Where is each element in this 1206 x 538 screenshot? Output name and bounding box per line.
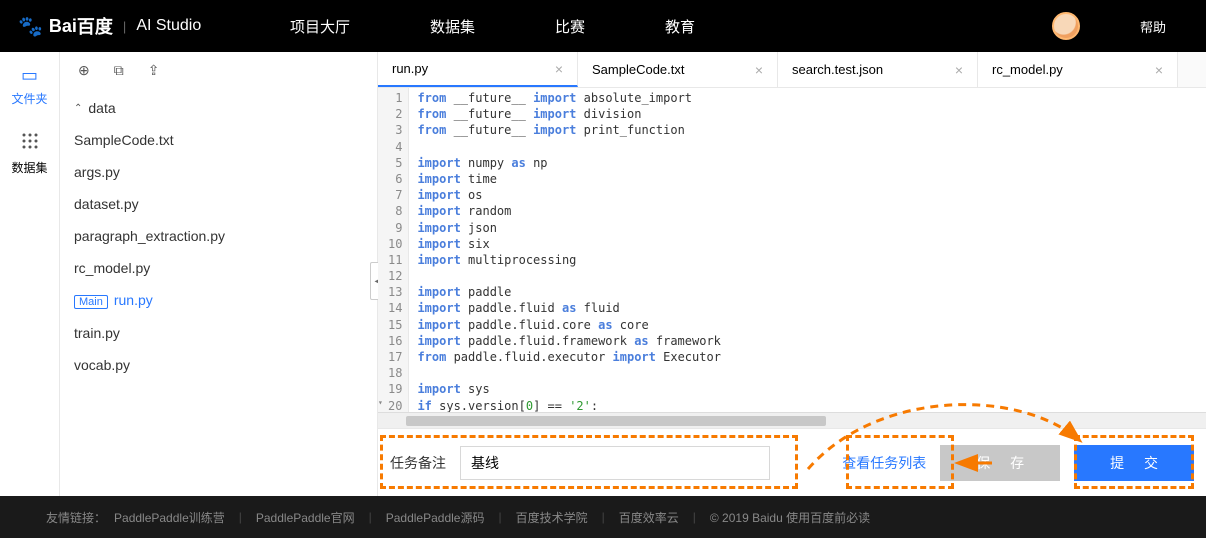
- submit-button[interactable]: 提 交: [1074, 445, 1194, 481]
- file-tree: ⌃ data SampleCode.txt args.py dataset.py…: [60, 88, 377, 381]
- nav-compete[interactable]: 比赛: [555, 16, 585, 37]
- tree-file-rcmodel[interactable]: rc_model.py: [60, 252, 377, 284]
- tree-file-run-label: run.py: [114, 292, 153, 308]
- tab-search-label: search.test.json: [792, 62, 883, 77]
- chevron-icon: ⌃: [74, 103, 82, 114]
- tree-file-args[interactable]: args.py: [60, 156, 377, 188]
- close-icon[interactable]: ×: [555, 61, 563, 77]
- top-right: 帮助: [1052, 12, 1206, 40]
- tab-sample[interactable]: SampleCode.txt ×: [578, 52, 778, 87]
- avatar[interactable]: [1052, 12, 1080, 40]
- code-content[interactable]: from __future__ import absolute_importfr…: [409, 88, 728, 412]
- new-folder-icon[interactable]: ⧉: [114, 62, 124, 79]
- footer-eff[interactable]: 百度效率云: [619, 509, 679, 526]
- footer-camp[interactable]: PaddlePaddle训练营: [114, 509, 225, 526]
- logo-baidu: 百度: [77, 13, 113, 39]
- footer: 友情链接： PaddlePaddle训练营| PaddlePaddle官网| P…: [0, 496, 1206, 538]
- view-tasks-link[interactable]: 查看任务列表: [842, 453, 926, 473]
- dataset-icon: [21, 132, 39, 155]
- tree-file-run[interactable]: Main run.py: [60, 284, 377, 317]
- tab-rcmodel[interactable]: rc_model.py ×: [978, 52, 1178, 87]
- tree-file-train[interactable]: train.py: [60, 317, 377, 349]
- upload-icon[interactable]: ⇪: [148, 62, 160, 79]
- footer-tech[interactable]: 百度技术学院: [516, 509, 588, 526]
- code-editor[interactable]: 123456789101112131415161718192021222324 …: [378, 88, 1206, 412]
- footer-copyright: © 2019 Baidu 使用百度前必读: [710, 509, 870, 526]
- folder-icon: ▭: [21, 65, 38, 86]
- tab-run-label: run.py: [392, 61, 428, 76]
- footer-official[interactable]: PaddlePaddle官网: [256, 509, 355, 526]
- close-icon[interactable]: ×: [955, 62, 963, 78]
- tab-run[interactable]: run.py ×: [378, 52, 578, 87]
- tree-file-sample[interactable]: SampleCode.txt: [60, 124, 377, 156]
- footer-source[interactable]: PaddlePaddle源码: [386, 509, 485, 526]
- task-panel: 任务备注 查看任务列表 保 存 提 交: [378, 428, 1206, 496]
- baidu-paw-icon: 🐾: [18, 14, 43, 39]
- editor-tabs: run.py × SampleCode.txt × search.test.json…: [378, 52, 1206, 88]
- folder-label: data: [88, 100, 115, 116]
- scrollbar-thumb[interactable]: [406, 416, 826, 426]
- top-bar: 🐾 Bai 百度 | AI Studio 项目大厅 数据集 比赛 教育 帮助: [0, 0, 1206, 52]
- file-pane: ⊕ ⧉ ⇪ ⌃ data SampleCode.txt args.py data…: [60, 52, 378, 496]
- tab-rcmodel-label: rc_model.py: [992, 62, 1063, 77]
- nav-edu[interactable]: 教育: [665, 16, 695, 37]
- h-scrollbar[interactable]: [378, 412, 1206, 428]
- task-input[interactable]: [460, 446, 770, 480]
- tree-file-vocab[interactable]: vocab.py: [60, 349, 377, 381]
- line-gutter: 123456789101112131415161718192021222324: [378, 88, 409, 412]
- new-file-icon[interactable]: ⊕: [78, 62, 90, 79]
- top-nav: 项目大厅 数据集 比赛 教育: [290, 16, 1052, 37]
- logo-studio: AI Studio: [136, 17, 201, 35]
- tree-folder-data[interactable]: ⌃ data: [60, 92, 377, 124]
- tree-file-para[interactable]: paragraph_extraction.py: [60, 220, 377, 252]
- save-button[interactable]: 保 存: [940, 445, 1060, 481]
- tab-sample-label: SampleCode.txt: [592, 62, 685, 77]
- side-tab-dataset-label: 数据集: [11, 159, 47, 176]
- main-area: ▭ 文件夹 数据集 ⊕ ⧉ ⇪ ⌃ data SampleCode.txt ar…: [0, 52, 1206, 496]
- editor-area: ◂ run.py× SampleCode.txt× search.test.js…: [378, 52, 1206, 496]
- footer-label: 友情链接：: [46, 509, 106, 526]
- logo-bai: Bai: [49, 16, 77, 37]
- logo-sep: |: [123, 19, 126, 34]
- nav-help[interactable]: 帮助: [1140, 17, 1166, 36]
- task-label: 任务备注: [390, 453, 446, 473]
- close-icon[interactable]: ×: [755, 62, 763, 78]
- side-tab-folder-label: 文件夹: [11, 90, 47, 107]
- side-tab-folder[interactable]: ▭ 文件夹: [0, 52, 59, 120]
- nav-datasets[interactable]: 数据集: [430, 16, 475, 37]
- tree-file-dataset[interactable]: dataset.py: [60, 188, 377, 220]
- side-tab-dataset[interactable]: 数据集: [0, 120, 59, 188]
- side-rail: ▭ 文件夹 数据集: [0, 52, 60, 496]
- main-tag: Main: [74, 295, 108, 309]
- close-icon[interactable]: ×: [1155, 62, 1163, 78]
- nav-projects[interactable]: 项目大厅: [290, 16, 350, 37]
- tab-search[interactable]: search.test.json ×: [778, 52, 978, 87]
- logo[interactable]: 🐾 Bai 百度 | AI Studio: [0, 13, 290, 39]
- file-toolbar: ⊕ ⧉ ⇪: [60, 52, 377, 88]
